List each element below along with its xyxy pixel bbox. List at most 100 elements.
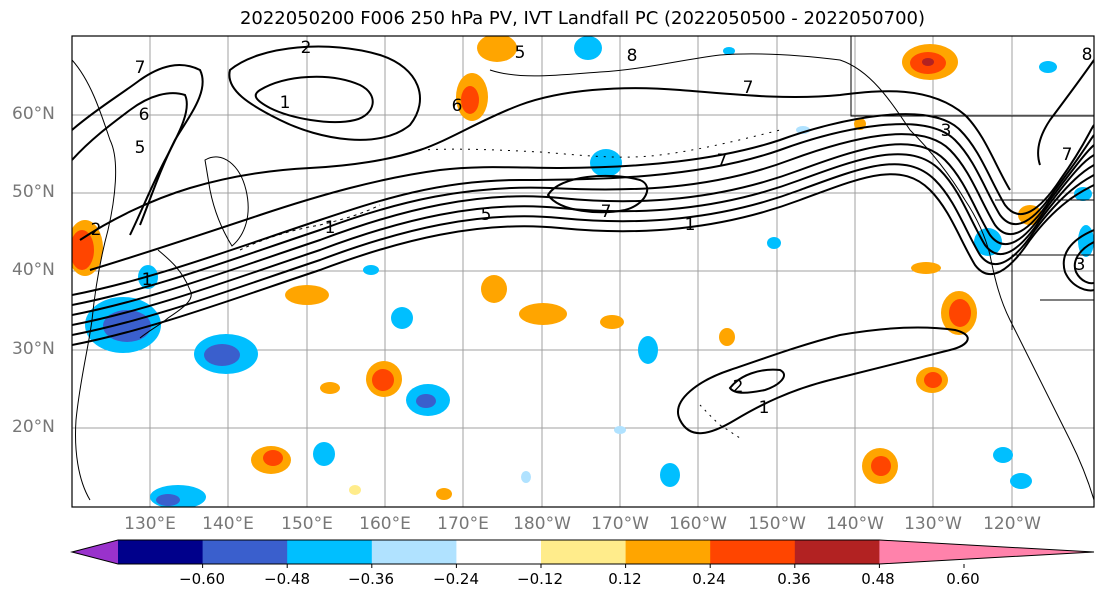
state-lines (1011, 254, 1094, 330)
contour-label: 7 (135, 58, 146, 78)
ivt-positive-anomalies (72, 36, 1042, 500)
lon-label-130e: 130°E (124, 514, 176, 534)
pv-contour-labels: 2 1 7 6 5 2 1 1 7 5 7 7 5 6 8 3 1 7 8 2 … (91, 38, 1093, 418)
pos-blob-16 (349, 485, 361, 495)
pos-blob-1 (285, 285, 329, 305)
lat-label-30n: 30°N (12, 339, 55, 359)
pos-blob-10 (911, 262, 941, 274)
map-frame (71, 35, 1095, 508)
colorbar-tick-label: 0.24 (692, 570, 726, 588)
contour-label: 7 (1062, 145, 1073, 165)
pv-contour-east-ridge (1037, 59, 1094, 166)
pv-contour-cutoff-north (228, 45, 421, 141)
neg-blob-5 (590, 149, 622, 177)
pv-contour-subtropical (677, 326, 969, 435)
colorbar-outline (70, 539, 1095, 565)
contour-label: 1 (280, 93, 291, 113)
lon-label-120w: 120°W (983, 514, 1041, 534)
pos-blob-9 (1018, 205, 1042, 225)
neg-blob-16 (363, 265, 379, 275)
colorbar-segment (118, 540, 204, 564)
contour-label: 7 (717, 151, 728, 171)
pv-contours (72, 45, 1094, 435)
contour-label: 5 (515, 43, 526, 63)
contour-label: 5 (481, 205, 492, 225)
pv-contour-sw-closed (1062, 229, 1094, 292)
colorbar-tick-label: −0.24 (433, 570, 479, 588)
contour-label: 3 (1075, 255, 1086, 275)
neg-blob-7 (313, 442, 335, 466)
lon-label-150e: 150°E (281, 514, 333, 534)
lat-label-20n: 20°N (12, 417, 55, 437)
pos-blob-13 (320, 382, 340, 394)
neg-blob-13 (1010, 473, 1032, 489)
map-title: 2022050200 F006 250 hPa PV, IVT Landfall… (239, 8, 926, 29)
contour-label: 2 (301, 38, 312, 58)
lat-label-60n: 60°N (12, 104, 55, 124)
alaska-coast (489, 53, 991, 256)
lon-label-180w: 180°W (513, 514, 571, 534)
neg-blob-18 (1039, 61, 1057, 73)
neg-blob-10 (574, 36, 602, 60)
colorbar-segment (541, 540, 627, 564)
alaska-inset-box (850, 36, 1094, 117)
contour-label: 7 (601, 202, 612, 222)
pos-blob-3 (519, 303, 567, 325)
colorbar-tick-label: 0.60 (946, 570, 980, 588)
lon-label-150w: 150°W (748, 514, 806, 534)
colorbar-segment (710, 540, 796, 564)
neg-blob-9 (974, 228, 1002, 256)
colorbar-tick-label: 0.36 (777, 570, 811, 588)
colorbar-tick-label: 0.48 (861, 570, 895, 588)
contour-label: 8 (627, 46, 638, 66)
pv-contour-west-trough (72, 64, 204, 226)
hawaii (699, 404, 741, 439)
lat-label-40n: 40°N (12, 260, 55, 280)
colorbar-extend-min (72, 540, 118, 564)
contour-label: 5 (135, 138, 146, 158)
kamchatka (204, 156, 249, 247)
neg-blob-17 (767, 237, 781, 249)
contour-label: 1 (325, 218, 336, 238)
contour-label: 6 (139, 105, 150, 125)
neg-blob-4 (391, 307, 413, 329)
lon-label-140e: 140°E (202, 514, 254, 534)
neg-blob-6 (638, 336, 658, 364)
neg-blob-12 (993, 447, 1013, 463)
aleutian-chain (419, 129, 781, 158)
lon-label-170w: 170°W (591, 514, 649, 534)
colorbar-extend-max (879, 540, 1094, 564)
contour-label: 3 (941, 121, 952, 141)
neg-blob-22 (614, 426, 626, 434)
colorbar (70, 539, 1095, 568)
lon-label-130w: 130°W (904, 514, 962, 534)
pos-blob-11 (719, 328, 735, 346)
contour-label: 8 (1082, 45, 1093, 65)
contour-label: 1 (759, 398, 770, 418)
colorbar-segment (794, 540, 880, 564)
colorbar-tick-label: −0.60 (179, 570, 225, 588)
colorbar-segment (202, 540, 288, 564)
colorbar-tick-label: 0.12 (608, 570, 642, 588)
contour-label: 7 (743, 78, 754, 98)
pos-blob-gulf-north (477, 36, 517, 62)
colorbar-segment (456, 540, 542, 564)
neg-blob-19 (723, 47, 735, 55)
lon-label-170e: 170°E (437, 514, 489, 534)
lon-label-160w: 160°W (669, 514, 727, 534)
pos-blob-14 (436, 488, 452, 500)
coastlines (72, 36, 1094, 501)
asia-coast (72, 59, 117, 501)
colorbar-segment (625, 540, 711, 564)
contour-label: 1 (685, 215, 696, 235)
pv-contour-alaska-low (546, 174, 649, 214)
colorbar-segment (287, 540, 373, 564)
lon-label-140w: 140°W (826, 514, 884, 534)
neg-blob-14 (1074, 187, 1092, 201)
pos-blob-12 (600, 315, 624, 329)
contour-label: 2 (733, 377, 744, 397)
colorbar-tick-label: −0.48 (264, 570, 310, 588)
lat-label-50n: 50°N (12, 182, 55, 202)
colorbar-tick-label: −0.36 (348, 570, 394, 588)
